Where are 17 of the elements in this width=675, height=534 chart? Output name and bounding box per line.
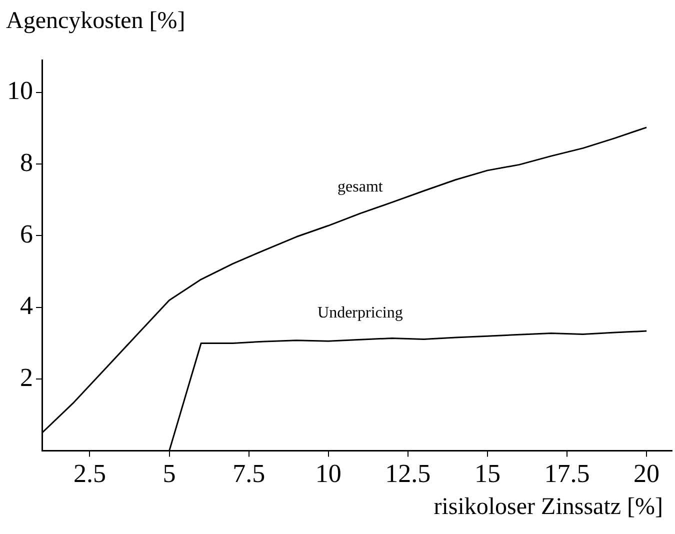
y-tick-label: 4: [20, 291, 33, 320]
y-tick-label: 8: [20, 148, 33, 177]
x-tick-label: 17.5: [544, 459, 590, 488]
x-tick-label: 12.5: [385, 459, 431, 488]
series-label: Underpricing: [318, 304, 403, 322]
y-tick-label: 2: [20, 362, 33, 392]
x-tick-label: 10: [315, 459, 342, 488]
x-tick-label: 20: [634, 459, 660, 488]
series-label: gesamt: [338, 178, 384, 196]
x-tick-label: 2.5: [73, 459, 106, 488]
x-tick-label: 15: [474, 459, 500, 488]
x-tick-label: 5: [162, 459, 176, 488]
x-tick-label: 7.5: [232, 459, 266, 488]
y-tick-label: 10: [7, 76, 33, 106]
y-tick-label: 6: [20, 220, 33, 249]
y-axis-title: Agencykosten [%]: [6, 8, 186, 35]
x-axis-title: risikoloser Zinssatz [%]: [434, 494, 663, 521]
